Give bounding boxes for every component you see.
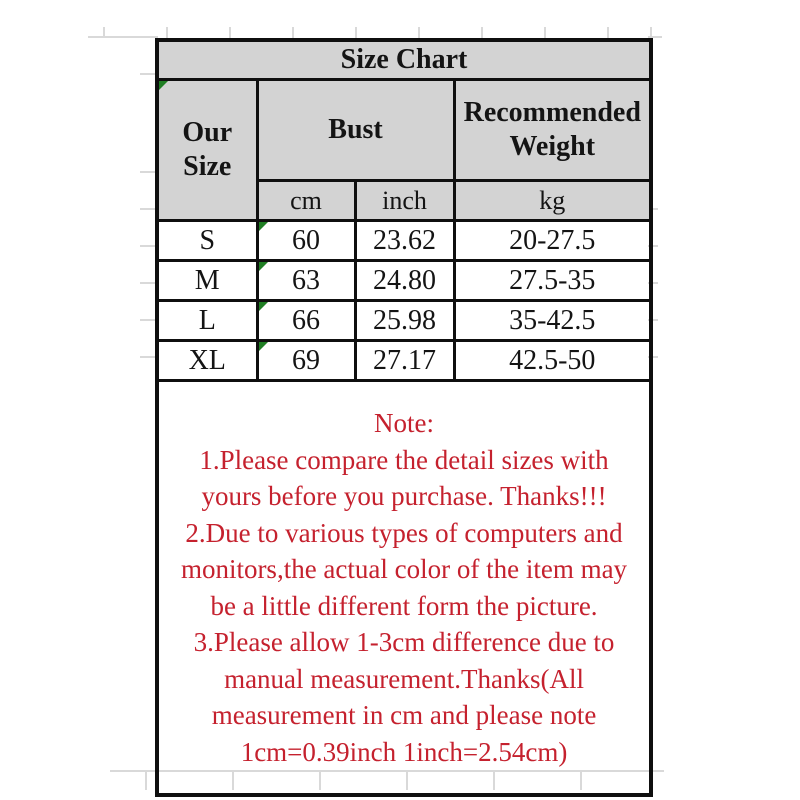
table-row-m: M 63 24.80 27.5-35 xyxy=(155,259,653,302)
size-cell: L xyxy=(155,299,259,342)
size-chart-table: Size Chart Our Size Bust Recommended Wei… xyxy=(155,38,654,797)
gridline xyxy=(103,27,105,38)
weight-cell: 20-27.5 xyxy=(452,219,653,262)
gridline xyxy=(229,27,231,38)
table-row-xl: XL 69 27.17 42.5-50 xyxy=(155,339,653,382)
gridline xyxy=(544,27,546,38)
note-line: 2.Due to various types of computers and xyxy=(185,517,623,548)
table-row-l: L 66 25.98 35-42.5 xyxy=(155,299,653,342)
note-line: measurement in cm and please note xyxy=(211,700,597,730)
gridline xyxy=(140,245,157,247)
bust-cm-cell: 63 xyxy=(255,259,357,302)
bust-inch-cell: 25.98 xyxy=(353,299,456,342)
gridline xyxy=(292,27,294,38)
gridline xyxy=(140,73,157,75)
note-line: be a little different form the picture. xyxy=(210,590,598,621)
note-line: yours before you purchase. Thanks!!! xyxy=(201,481,607,511)
unit-row: cm inch kg xyxy=(157,179,653,222)
bust-cm-cell: 60 xyxy=(255,219,357,262)
bust-cm-value: 66 xyxy=(292,304,320,336)
size-cell: M xyxy=(155,259,259,302)
note-line: monitors,the actual color of the item ma… xyxy=(180,554,628,584)
title-row: Size Chart xyxy=(155,38,653,81)
weight-cell: 27.5-35 xyxy=(452,259,653,302)
note-box: Note: 1.Please compare the detail sizes … xyxy=(155,379,653,797)
col-header-our-size: Our Size xyxy=(155,78,259,222)
note-line: Note: xyxy=(374,408,434,438)
note-row: Note: 1.Please compare the detail sizes … xyxy=(155,379,653,797)
header-row: Our Size Bust Recommended Weight xyxy=(155,78,653,222)
gridline xyxy=(648,36,662,38)
cell-error-flag-icon xyxy=(258,342,268,351)
gridline xyxy=(140,319,157,321)
table-row-s: S 60 23.62 20-27.5 xyxy=(155,219,653,262)
col-header-our-size-label: Our Size xyxy=(182,117,233,182)
note-line: 1cm=0.39inch 1inch=2.54cm) xyxy=(240,736,568,767)
unit-kg: kg xyxy=(452,179,653,222)
gridline xyxy=(140,356,157,358)
bust-inch-cell: 24.80 xyxy=(353,259,456,302)
gridline xyxy=(481,27,483,38)
col-header-recommended-weight: Recommended Weight xyxy=(452,78,653,182)
weight-cell: 35-42.5 xyxy=(452,299,653,342)
note-line: manual measurement.Thanks(All xyxy=(224,663,584,694)
cell-error-flag-icon xyxy=(258,222,268,231)
bust-cm-cell: 66 xyxy=(255,299,357,342)
unit-cm: cm xyxy=(255,179,357,222)
size-cell: XL xyxy=(155,339,259,382)
table-title: Size Chart xyxy=(155,38,653,81)
size-cell: S xyxy=(155,219,259,262)
bust-cm-value: 69 xyxy=(292,344,320,376)
gridline xyxy=(355,27,357,38)
gridline xyxy=(166,27,168,38)
cell-error-flag-icon xyxy=(159,81,168,90)
gridline xyxy=(140,282,157,284)
bust-inch-cell: 23.62 xyxy=(353,219,456,262)
note-line: 1.Please compare the detail sizes with xyxy=(199,444,609,475)
gridline xyxy=(88,36,158,38)
unit-inch: inch xyxy=(353,179,456,222)
bust-cm-cell: 69 xyxy=(255,339,357,382)
cell-error-flag-icon xyxy=(258,302,268,311)
gridline xyxy=(607,27,609,38)
gridline xyxy=(140,208,157,210)
gridline xyxy=(140,171,157,173)
bust-cm-value: 63 xyxy=(292,264,320,296)
note-line: 3.Please allow 1-3cm difference due to xyxy=(193,627,615,657)
col-header-bust: Bust xyxy=(255,78,456,182)
bust-cm-value: 60 xyxy=(292,224,320,256)
gridline xyxy=(145,770,147,790)
bust-inch-cell: 27.17 xyxy=(353,339,456,382)
weight-cell: 42.5-50 xyxy=(452,339,653,382)
gridline xyxy=(418,27,420,38)
cell-error-flag-icon xyxy=(258,262,268,271)
gridline xyxy=(650,27,652,38)
